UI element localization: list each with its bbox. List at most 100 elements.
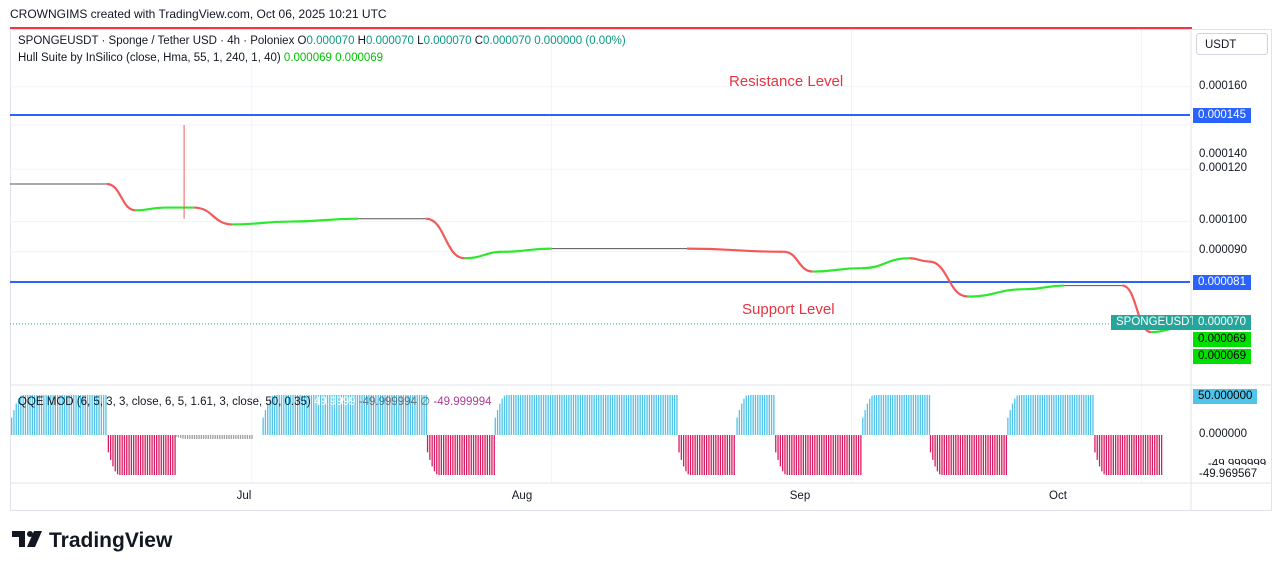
hull-legend[interactable]: Hull Suite by InSilico (close, Hma, 55, …: [18, 52, 383, 64]
qqe-bar: [517, 395, 519, 435]
qqe-bar: [915, 395, 917, 435]
qqe-bar: [825, 435, 827, 475]
qqe-bar: [641, 395, 644, 435]
qqe-bar: [411, 395, 414, 435]
qqe-bar: [715, 435, 717, 475]
qqe-bar: [526, 395, 529, 435]
qqe-bar: [853, 435, 855, 475]
symbol-tag: SPONGEUSDT: [1111, 315, 1202, 330]
qqe-bar: [216, 435, 219, 439]
qqe-bar: [962, 435, 964, 475]
qqe-bar: [524, 395, 526, 435]
hull-price-label-1: 0.000069: [1193, 332, 1251, 347]
qqe-bar: [70, 395, 73, 435]
qqe-bar: [595, 395, 598, 435]
qqe-bar: [499, 403, 501, 435]
qqe-bar: [409, 395, 411, 435]
qqe-bar: [100, 395, 102, 435]
qqe-bar: [114, 435, 116, 472]
qqe-bar: [1041, 395, 1044, 435]
qqe-bar: [461, 435, 463, 475]
hull-segment: [503, 247, 552, 253]
qqe-bar: [1073, 395, 1076, 435]
qqe-bar: [754, 395, 757, 435]
qqe-bar: [333, 395, 336, 435]
qqe-bar: [682, 435, 685, 467]
qqe-bar: [905, 395, 908, 435]
qqe-bar: [244, 435, 246, 439]
hull-segment: [812, 267, 862, 273]
qqe-bar: [657, 395, 660, 435]
price-tick: 0.000160: [1199, 80, 1247, 92]
qqe-bar: [1064, 395, 1067, 435]
qqe-bar: [985, 435, 987, 475]
hull-segment: [861, 257, 910, 270]
qqe-upper-label: 50.000000: [1193, 389, 1258, 404]
qqe-bar: [598, 395, 600, 435]
qqe-bar: [294, 395, 296, 435]
qqe-bar: [726, 435, 728, 475]
qqe-bar: [1126, 435, 1128, 475]
qqe-bar: [932, 435, 934, 460]
qqe-bar: [239, 435, 242, 439]
qqe-bar: [584, 395, 586, 435]
qqe-histogram: [11, 395, 1163, 475]
qqe-bar: [107, 435, 110, 453]
qqe-bar: [205, 435, 207, 439]
qqe-value-1: 49.9999: [313, 396, 356, 408]
qqe-bar: [1108, 435, 1110, 475]
qqe-bar: [426, 435, 429, 453]
qqe-bar: [896, 395, 898, 435]
qqe-bar: [1005, 435, 1008, 475]
qqe-bar: [1131, 435, 1133, 475]
qqe-bar: [577, 395, 579, 435]
qqe-bar: [86, 395, 89, 435]
qqe-bar: [664, 395, 667, 435]
qqe-bar: [759, 395, 761, 435]
qqe-bar: [368, 395, 370, 435]
qqe-bar: [20, 395, 22, 435]
qqe-bar: [680, 435, 682, 460]
qqe-bar: [669, 395, 671, 435]
currency-selector[interactable]: USDT: [1196, 33, 1268, 55]
qqe-bar: [616, 395, 618, 435]
horizontal-levels: [10, 114, 1190, 325]
qqe-bar: [493, 435, 495, 475]
qqe-bar: [882, 395, 885, 435]
qqe-bar: [752, 395, 754, 435]
qqe-bar: [303, 395, 306, 435]
qqe-bar: [329, 395, 331, 435]
qqe-bar: [864, 410, 866, 435]
qqe-bar: [1039, 395, 1041, 435]
low-value: 0.000070: [423, 35, 472, 47]
qqe-bar: [436, 435, 438, 475]
high-value: 0.000070: [365, 35, 414, 47]
qqe-bar: [1009, 410, 1011, 435]
qqe-bar: [1103, 435, 1105, 475]
qqe-bar: [285, 395, 287, 435]
tradingview-wordmark[interactable]: TradingView: [49, 529, 173, 552]
qqe-bar: [479, 435, 482, 475]
symbol-title[interactable]: SPONGEUSDT · Sponge / Tether USD · 4h · …: [18, 35, 295, 47]
qqe-bar: [1158, 435, 1160, 475]
qqe-bar: [407, 395, 409, 435]
tradingview-logo-icon[interactable]: [12, 529, 44, 549]
qqe-bar: [781, 435, 784, 472]
qqe-bar: [1117, 435, 1119, 475]
time-tick-aug: Aug: [511, 490, 533, 502]
qqe-bar: [889, 395, 892, 435]
qqe-bar: [310, 395, 313, 435]
qqe-bar: [68, 395, 70, 435]
qqe-legend[interactable]: QQE MOD (6, 5, 3, 3, close, 6, 5, 1.61, …: [18, 394, 492, 408]
qqe-bar: [1151, 435, 1154, 475]
qqe-bar: [582, 395, 584, 435]
qqe-bar: [359, 395, 361, 435]
qqe-marker: ∅: [420, 396, 431, 408]
qqe-bar: [685, 435, 687, 472]
qqe-bar: [112, 435, 114, 467]
qqe-bar: [966, 435, 968, 475]
qqe-bar: [667, 395, 669, 435]
hull-segment: [1025, 284, 1065, 291]
qqe-bar: [336, 395, 338, 435]
